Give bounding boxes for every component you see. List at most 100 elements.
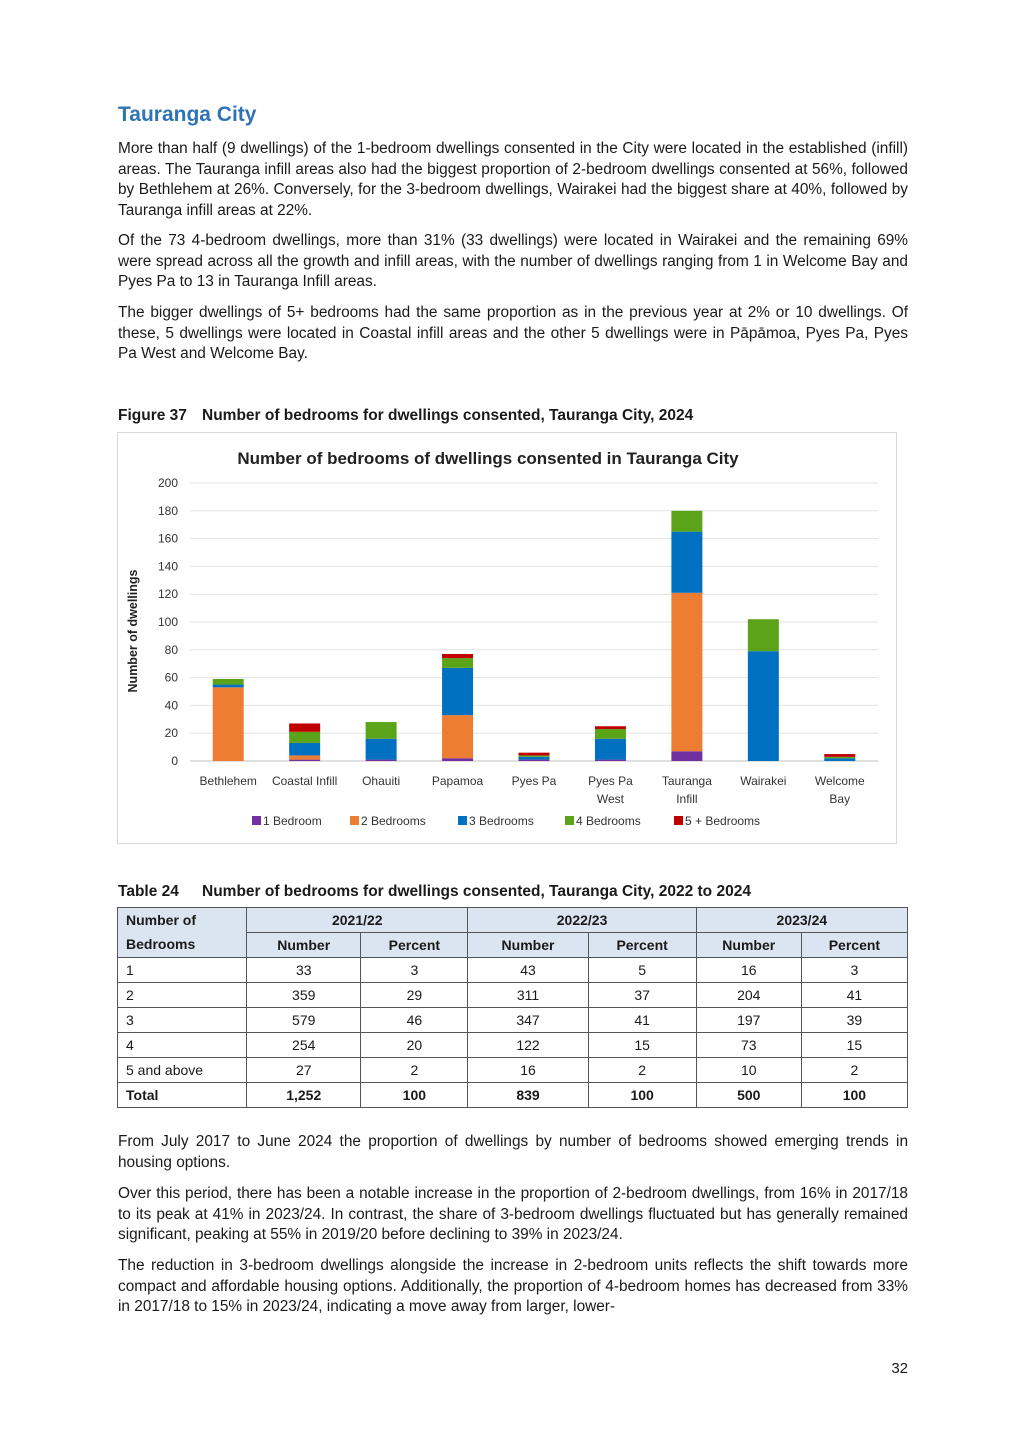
table-cell-number: 10: [695, 1057, 802, 1083]
table-row: 4 254 20 122 15 73 15: [116, 1032, 909, 1058]
table-header-year: 2022/23: [467, 907, 697, 933]
corner-header-line: Number of: [126, 912, 196, 928]
y-tick-label: 180: [158, 504, 178, 518]
table-total-row: Total 1,252 100 839 100 500 100: [116, 1082, 909, 1108]
corner-header-line: Bedrooms: [126, 936, 196, 952]
figure-caption: Figure 37 Number of bedrooms for dwelling…: [118, 407, 693, 425]
bar-segment: [289, 723, 321, 732]
table-cell-number: 33: [246, 957, 362, 983]
y-tick-label: 160: [158, 532, 178, 546]
table-cell-percent: 41: [587, 1007, 697, 1033]
table-header-year: 2023/24: [695, 907, 909, 933]
bar-segment: [518, 759, 550, 761]
table-cell-number: 839: [467, 1082, 589, 1108]
table-row: 2 359 29 311 37 204 41: [116, 982, 909, 1008]
table-subheader-percent: Percent: [800, 932, 909, 958]
x-tick-label: Welcome: [815, 774, 865, 788]
bar-segment: [289, 731, 321, 743]
paragraph-five-plus-bedroom: The bigger dwellings of 5+ bedrooms had …: [118, 304, 908, 362]
bar-segment: [594, 738, 626, 760]
bedrooms-table: Number of Bedrooms 2021/22 2022/23 2023/…: [116, 907, 909, 1108]
table-cell-number: 500: [695, 1082, 802, 1108]
chart-canvas: Number of bedrooms of dwellings consente…: [126, 449, 878, 828]
bar-segment: [212, 678, 244, 685]
table-row: 1 33 3 43 5 16 3: [116, 957, 909, 983]
table-cell-percent: 2: [587, 1057, 697, 1083]
table-row-label: 5 and above: [116, 1057, 248, 1083]
bar-segment: [442, 658, 474, 668]
legend-swatch: [674, 816, 683, 825]
y-tick-label: 120: [158, 587, 178, 601]
x-tick-label: Infill: [676, 792, 697, 806]
table-cell-percent: 29: [360, 982, 469, 1008]
table-subheader-percent: Percent: [360, 932, 469, 958]
bar-segment: [442, 667, 474, 716]
table-row-label: 2: [116, 982, 248, 1008]
table-cell-number: 16: [695, 957, 802, 983]
y-tick-label: 20: [165, 726, 179, 740]
table-row-label: 1: [116, 957, 248, 983]
table-cell-percent: 5: [587, 957, 697, 983]
legend-label: 5 + Bedrooms: [685, 814, 760, 828]
bar-segment: [594, 729, 626, 739]
paragraph-four-bedroom: Of the 73 4-bedroom dwellings, more than…: [118, 232, 908, 290]
table-cell-percent: 41: [800, 982, 909, 1008]
bar-segment: [824, 758, 856, 761]
table-cell-percent: 15: [800, 1032, 909, 1058]
bar-segment: [289, 759, 321, 761]
bar-segment: [289, 755, 321, 760]
bar-segment: [442, 758, 474, 761]
table-cell-percent: 3: [800, 957, 909, 983]
table-header-year: 2021/22: [246, 907, 469, 933]
bar-segment: [671, 531, 703, 593]
bar-segment: [824, 756, 856, 759]
y-tick-label: 100: [158, 615, 178, 629]
figure-label: Figure 37: [118, 407, 187, 424]
table-label: Table 24: [118, 883, 179, 900]
paragraph-infill-summary: More than half (9 dwellings) of the 1-be…: [118, 140, 908, 219]
table-cell-percent: 100: [360, 1082, 469, 1108]
legend-label: 1 Bedroom: [263, 814, 322, 828]
y-tick-label: 200: [158, 476, 178, 490]
legend-label: 3 Bedrooms: [469, 814, 534, 828]
bar-segment: [671, 510, 703, 532]
legend-label: 2 Bedrooms: [361, 814, 426, 828]
legend-swatch: [350, 816, 359, 825]
y-tick-label: 40: [165, 698, 179, 712]
table-cell-percent: 39: [800, 1007, 909, 1033]
bar-segment: [747, 651, 779, 761]
y-tick-label: 140: [158, 559, 178, 573]
bar-segment: [594, 759, 626, 761]
table-cell-percent: 3: [360, 957, 469, 983]
bar-segment: [212, 687, 244, 761]
table-cell-number: 311: [467, 982, 589, 1008]
table-cell-percent: 20: [360, 1032, 469, 1058]
bar-segment: [747, 619, 779, 652]
table-cell-number: 73: [695, 1032, 802, 1058]
paragraph-trends-intro: From July 2017 to June 2024 the proporti…: [118, 1133, 908, 1171]
table-caption: Table 24 Number of bedrooms for dwellings…: [118, 883, 751, 901]
table-row: 3 579 46 347 41 197 39: [116, 1007, 909, 1033]
bar-segment: [442, 653, 474, 659]
figure-caption-text: Number of bedrooms for dwellings consent…: [202, 407, 694, 424]
table-row: 5 and above 27 2 16 2 10 2: [116, 1057, 909, 1083]
legend-swatch: [458, 816, 467, 825]
table-cell-percent: 2: [800, 1057, 909, 1083]
bar-segment: [442, 715, 474, 759]
bar-segment: [594, 726, 626, 730]
table-cell-number: 1,252: [246, 1082, 362, 1108]
x-tick-label: Bethlehem: [200, 774, 257, 788]
paragraph-two-bedroom-trend: Over this period, there has been a notab…: [118, 1185, 908, 1243]
table-cell-percent: 100: [587, 1082, 697, 1108]
table-cell-number: 347: [467, 1007, 589, 1033]
table-cell-number: 16: [467, 1057, 589, 1083]
chart-title: Number of bedrooms of dwellings consente…: [237, 449, 739, 468]
x-tick-label: Pyes Pa: [512, 774, 557, 788]
table-subheader-number: Number: [467, 932, 589, 958]
table-subheader-percent: Percent: [587, 932, 697, 958]
bar-segment: [824, 754, 856, 757]
table-cell-number: 579: [246, 1007, 362, 1033]
x-tick-label: Ohauiti: [362, 774, 400, 788]
y-axis-label: Number of dwellings: [126, 569, 140, 692]
x-tick-label: West: [597, 792, 625, 806]
